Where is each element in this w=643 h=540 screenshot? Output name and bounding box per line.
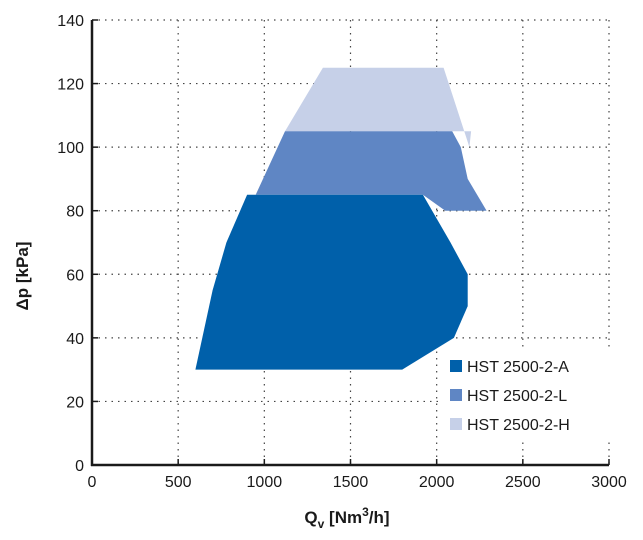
y-tick-label-2: 40 [66, 331, 84, 348]
legend-label-hst-2500-2-l: HST 2500-2-L [467, 388, 567, 405]
x-axis-title-superscript: 3 [362, 505, 369, 519]
x-axis-title-main: Q [304, 508, 317, 527]
y-tick-label-7: 140 [57, 13, 84, 30]
tick-labels: 0 500 1000 1500 2000 2500 3000 0 20 40 60 80 100 120 1… [57, 13, 627, 491]
legend-label-hst-2500-2-a: HST 2500-2-A [467, 359, 569, 376]
y-tick-label-5: 100 [57, 140, 84, 157]
x-axis-title-units: [Nm [324, 508, 362, 527]
y-tick-label-1: 20 [66, 394, 84, 411]
x-tick-label-3: 1500 [333, 474, 369, 491]
x-axis-title: Qv [Nm3/h] [304, 505, 389, 531]
x-tick-label-2: 1000 [247, 474, 283, 491]
legend: HST 2500-2-A HST 2500-2-L HST 2500-2-H [442, 349, 610, 442]
x-tick-label-4: 2000 [419, 474, 455, 491]
legend-background [442, 349, 610, 442]
series-areas [195, 67, 487, 370]
axes [90, 19, 610, 467]
y-tick-label-4: 80 [66, 204, 84, 221]
y-tick-label-6: 120 [57, 77, 84, 94]
x-tick-label-0: 0 [88, 474, 97, 491]
x-axis-title-subscript: v [318, 517, 325, 531]
y-tick-label-3: 60 [66, 267, 84, 284]
legend-swatch-hst-2500-2-h [450, 418, 462, 430]
legend-swatch-hst-2500-2-a [450, 360, 462, 372]
legend-label-hst-2500-2-h: HST 2500-2-H [467, 417, 570, 434]
area-hst-2500-2-h [285, 67, 472, 148]
area-hst-2500-2-l [255, 131, 487, 211]
legend-swatch-hst-2500-2-l [450, 389, 462, 401]
y-axis-title: Δp [kPa] [13, 242, 32, 311]
x-tick-label-6: 3000 [591, 474, 627, 491]
area-hst-2500-2-a [195, 194, 468, 370]
y-tick-label-0: 0 [75, 458, 84, 475]
x-axis-title-units-end: /h] [369, 508, 390, 527]
x-tick-label-5: 2500 [505, 474, 541, 491]
x-tick-label-1: 500 [165, 474, 192, 491]
